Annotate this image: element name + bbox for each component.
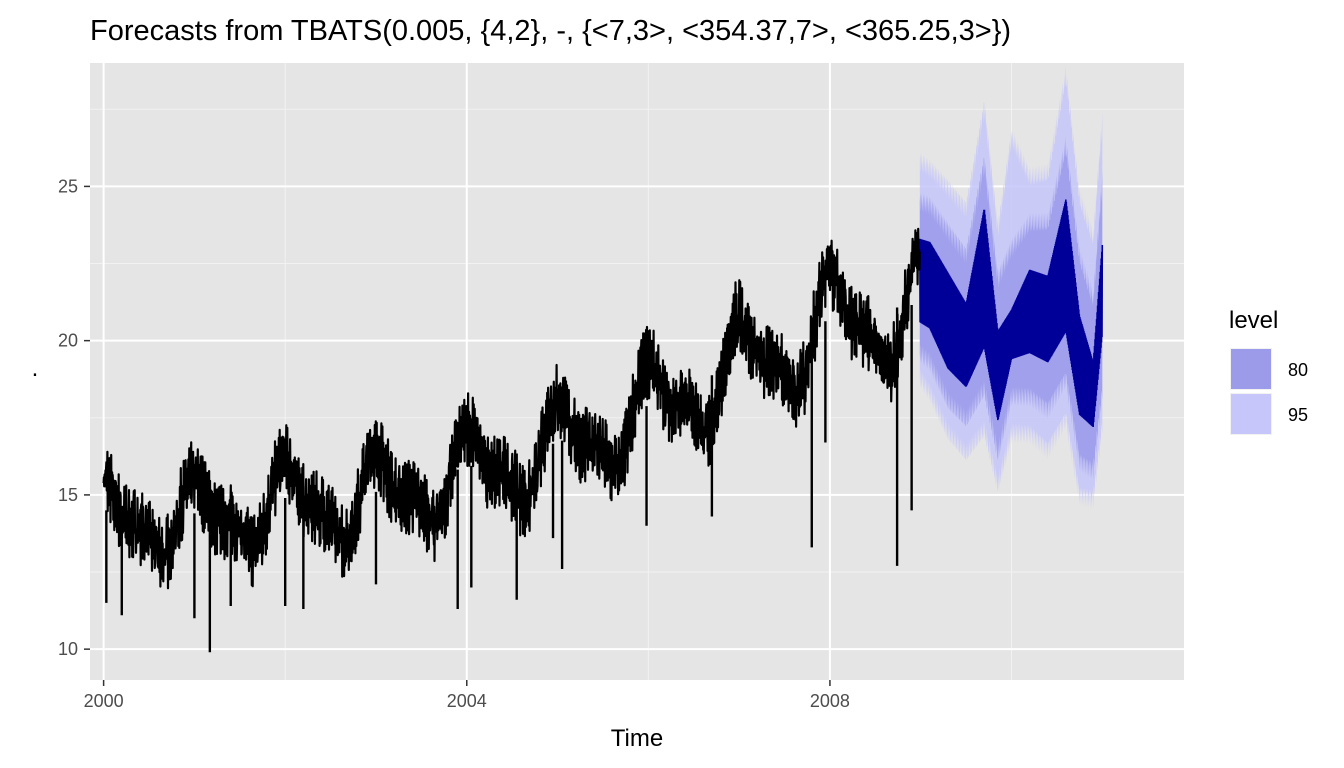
chart-title: Forecasts from TBATS(0.005, {4,2}, -, {<…: [90, 15, 1011, 47]
legend-label-95: 95: [1288, 405, 1308, 425]
y-axis: 10 15 20 25: [58, 176, 90, 659]
observed-series: [102, 227, 921, 653]
x-tick-label: 2000: [84, 691, 124, 711]
x-tick-label: 2004: [447, 691, 487, 711]
y-tick-label: 10: [58, 639, 78, 659]
y-tick-label: 25: [58, 176, 78, 196]
band-80-area: [919, 136, 1103, 481]
legend-title: level: [1229, 307, 1278, 334]
prediction-band-80: [919, 136, 1103, 481]
x-axis: 2000 2004 2008: [84, 680, 850, 711]
legend: level 80 95: [1229, 307, 1308, 435]
legend-label-80: 80: [1288, 360, 1308, 380]
legend-swatch-95: [1231, 394, 1271, 434]
x-tick-label: 2008: [810, 691, 850, 711]
forecast-line: [919, 199, 1104, 428]
observed-line: [102, 227, 921, 590]
y-tick-label: 20: [58, 331, 78, 351]
y-tick-label: 15: [58, 485, 78, 505]
legend-swatch-80: [1231, 349, 1271, 389]
x-axis-title: Time: [611, 725, 663, 752]
forecast-series: [919, 199, 1104, 428]
y-axis-title: .: [32, 355, 39, 382]
